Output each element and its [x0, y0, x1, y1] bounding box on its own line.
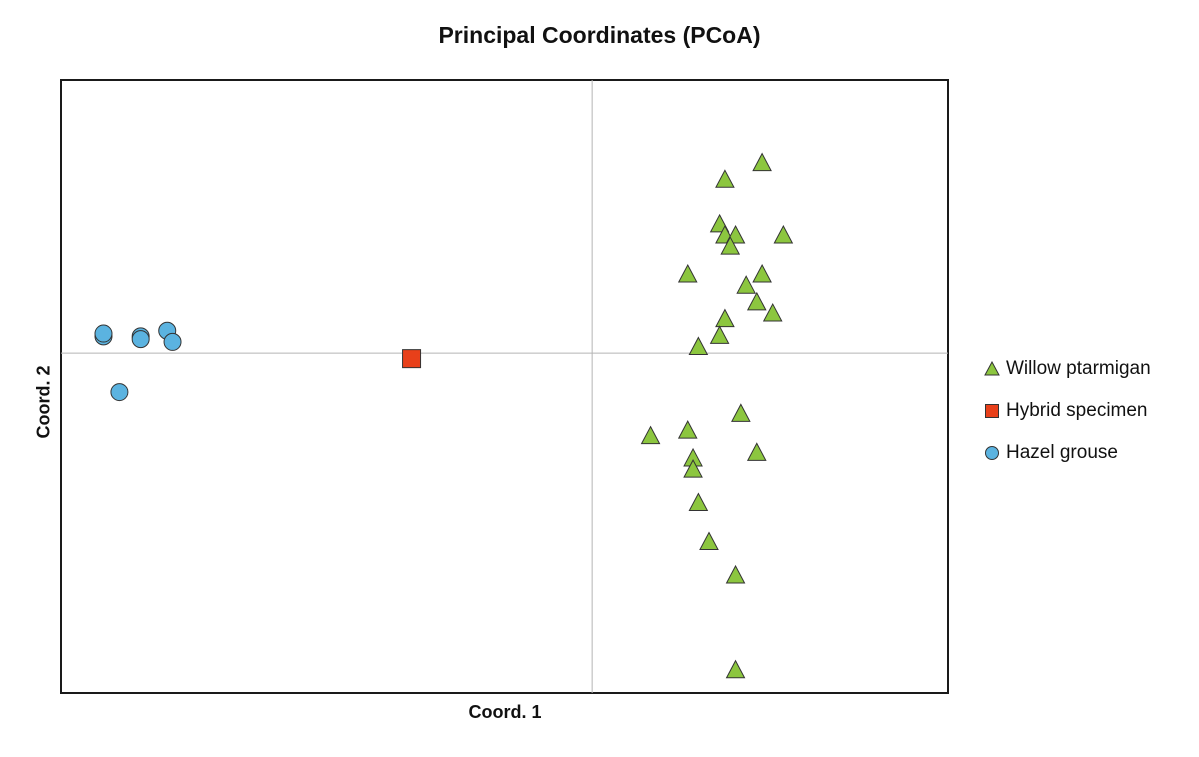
circle-marker-icon	[985, 446, 999, 460]
legend-item-hybrid-specimen: Hybrid specimen	[984, 390, 1151, 432]
willow-ptarmigan-point	[688, 336, 709, 355]
willow-ptarmigan-point	[677, 263, 698, 283]
willow-ptarmigan-point	[773, 224, 794, 244]
data-points	[94, 152, 794, 679]
willow-ptarmigan-point	[746, 291, 767, 311]
willow-ptarmigan-point	[715, 169, 735, 188]
willow-ptarmigan-point	[715, 308, 735, 328]
willow-ptarmigan-point	[736, 275, 756, 294]
legend-label-hybrid-specimen: Hybrid specimen	[1006, 400, 1148, 421]
willow-ptarmigan-point	[709, 325, 730, 344]
legend-label-willow-ptarmigan: Willow ptarmigan	[1006, 358, 1151, 379]
willow-ptarmigan-point	[699, 531, 719, 551]
hazel-grouse-point	[163, 332, 182, 351]
plot-frame	[60, 79, 949, 694]
willow-ptarmigan-point	[762, 302, 783, 322]
willow-ptarmigan-point	[725, 659, 746, 679]
legend-label-hazel-grouse: Hazel grouse	[1006, 442, 1118, 463]
willow-ptarmigan-point	[752, 263, 772, 283]
willow-ptarmigan-point	[746, 442, 767, 461]
x-axis-label: Coord. 1	[468, 702, 542, 722]
triangle-marker-icon	[984, 361, 1000, 376]
hazel-grouse-point	[110, 383, 129, 402]
willow-ptarmigan-point	[677, 420, 698, 439]
hazel-grouse-point	[94, 324, 113, 343]
willow-ptarmigan-point	[731, 403, 751, 422]
willow-ptarmigan-point	[683, 459, 703, 478]
hybrid-specimen-point	[402, 349, 422, 369]
willow-ptarmigan-point	[640, 425, 661, 445]
willow-ptarmigan-point	[720, 236, 741, 255]
square-marker-icon	[985, 404, 999, 418]
legend-item-willow-ptarmigan: Willow ptarmigan	[984, 348, 1151, 390]
legend-item-hazel-grouse: Hazel grouse	[984, 432, 1151, 474]
hazel-grouse-point	[131, 330, 150, 349]
y-axis-label: Coord. 2	[33, 365, 54, 439]
willow-ptarmigan-point	[752, 152, 772, 172]
willow-ptarmigan-point	[688, 492, 709, 512]
willow-ptarmigan-point	[725, 564, 746, 584]
legend: Willow ptarmigan Hybrid specimen Hazel g…	[984, 348, 1151, 474]
chart-title: Principal Coordinates (PCoA)	[438, 22, 761, 48]
